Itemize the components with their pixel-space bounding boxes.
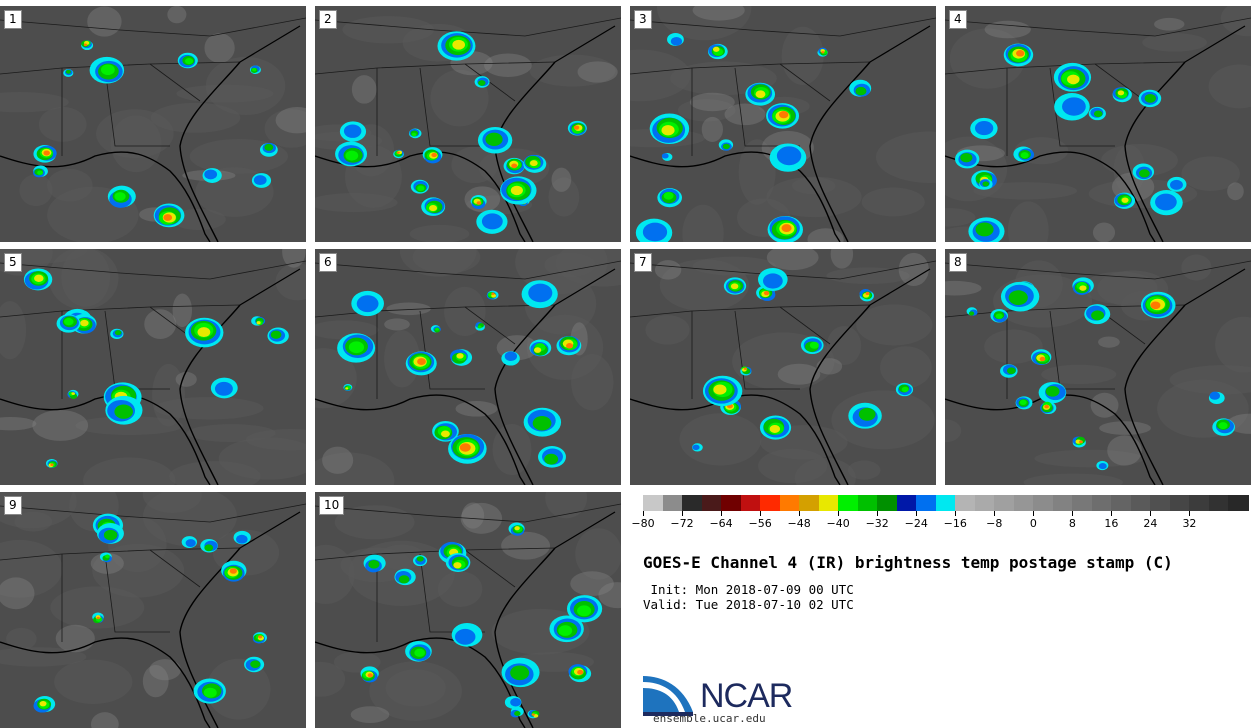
- panel-label: 3: [634, 10, 652, 29]
- colorbar-tick-label: −8: [986, 517, 1003, 530]
- colorbar-cell: [1072, 495, 1093, 511]
- colorbar-tick-label: 0: [1029, 517, 1037, 530]
- forecast-panel-9: 9: [0, 492, 306, 728]
- colorbar-tick-label: −48: [787, 517, 811, 530]
- panel-label: 8: [949, 253, 967, 272]
- colorbar-tick-label: 32: [1182, 517, 1197, 530]
- colorbar-cell: [974, 495, 995, 511]
- forecast-panel-6: 6: [315, 249, 621, 485]
- colorbar-tick-label: −16: [943, 517, 967, 530]
- colorbar-tick: [838, 511, 840, 516]
- colorbar-cell: [799, 495, 820, 511]
- forecast-panel-1: 1: [0, 6, 306, 242]
- panel-label: 6: [319, 253, 337, 272]
- colorbar-cell: [994, 495, 1015, 511]
- colorbar-cell: [1130, 495, 1151, 511]
- colorbar-cell: [955, 495, 976, 511]
- colorbar-cell: [682, 495, 703, 511]
- colorbar-tick-label: −56: [748, 517, 772, 530]
- panel-label: 5: [4, 253, 22, 272]
- init-time: Init: Mon 2018-07-09 00 UTC: [643, 582, 854, 597]
- colorbar-tick-label: 24: [1143, 517, 1158, 530]
- panel-label: 1: [4, 10, 22, 29]
- colorbar-tick-label: 16: [1104, 517, 1119, 530]
- colorbar-tick: [877, 511, 879, 516]
- colorbar-tick: [994, 511, 996, 516]
- colorbar-cell: [818, 495, 839, 511]
- ncar-logo-text: NCAR: [700, 677, 793, 715]
- panel-label: 7: [634, 253, 652, 272]
- colorbar-cell: [1189, 495, 1210, 511]
- colorbar-cell: [643, 495, 664, 511]
- colorbar-tick: [1150, 511, 1152, 516]
- colorbar-cell: [1033, 495, 1054, 511]
- colorbar-cell: [662, 495, 683, 511]
- website-link[interactable]: ensemble.ucar.edu: [653, 712, 766, 725]
- colorbar-cell: [1111, 495, 1132, 511]
- colorbar: [643, 495, 1249, 511]
- colorbar-cell: [896, 495, 917, 511]
- colorbar-cell: [701, 495, 722, 511]
- colorbar-cell: [740, 495, 761, 511]
- colorbar-tick-label: −72: [670, 517, 694, 530]
- colorbar-tick: [760, 511, 762, 516]
- panel-label: 2: [319, 10, 337, 29]
- colorbar-cell: [1208, 495, 1230, 511]
- panel-label: 4: [949, 10, 967, 29]
- colorbar-tick: [1111, 511, 1113, 516]
- colorbar-cell: [760, 495, 781, 511]
- forecast-panel-5: 5: [0, 249, 306, 485]
- colorbar-cell: [1052, 495, 1073, 511]
- colorbar-tick-label: −64: [709, 517, 733, 530]
- colorbar-tick: [643, 511, 644, 516]
- colorbar-tick: [916, 511, 918, 516]
- colorbar-tick-label: −24: [904, 517, 928, 530]
- colorbar-cell: [1091, 495, 1112, 511]
- colorbar-cell: [838, 495, 859, 511]
- colorbar-cell: [1150, 495, 1171, 511]
- colorbar-cell: [1013, 495, 1034, 511]
- colorbar-tick: [1189, 511, 1191, 516]
- colorbar-tick: [799, 511, 801, 516]
- colorbar-ticks: −80 −72 −64 −56 −48 −40 −32 −24 −16 −8 0 8 16 24 32: [631, 511, 1248, 533]
- figure-title: GOES-E Channel 4 (IR) brightness temp po…: [643, 553, 1173, 572]
- colorbar-cell: [1228, 495, 1249, 511]
- colorbar-cell: [721, 495, 742, 511]
- colorbar-tick-label: 8: [1068, 517, 1076, 530]
- colorbar-tick: [721, 511, 723, 516]
- forecast-panel-8: 8: [945, 249, 1251, 485]
- forecast-panel-10: 10: [315, 492, 621, 728]
- forecast-panel-7: 7: [630, 249, 936, 485]
- colorbar-cell: [916, 495, 937, 511]
- forecast-panel-3: 3: [630, 6, 936, 242]
- colorbar-cell: [1169, 495, 1191, 511]
- colorbar-tick-label: −80: [631, 517, 655, 530]
- ncar-logo-icon: [643, 676, 693, 716]
- colorbar-tick: [1033, 511, 1035, 516]
- colorbar-cell: [877, 495, 898, 511]
- panel-label: 9: [4, 496, 22, 515]
- forecast-panel-2: 2: [315, 6, 621, 242]
- colorbar-cell: [857, 495, 878, 511]
- colorbar-tick: [955, 511, 957, 516]
- colorbar-cell: [779, 495, 800, 511]
- forecast-panel-4: 4: [945, 6, 1251, 242]
- colorbar-tick-label: −32: [865, 517, 889, 530]
- colorbar-tick: [682, 511, 684, 516]
- colorbar-tick-label: −40: [826, 517, 850, 530]
- panel-label: 10: [319, 496, 345, 515]
- colorbar-cell: [935, 495, 956, 511]
- colorbar-tick: [1072, 511, 1074, 516]
- valid-time: Valid: Tue 2018-07-10 02 UTC: [643, 597, 854, 612]
